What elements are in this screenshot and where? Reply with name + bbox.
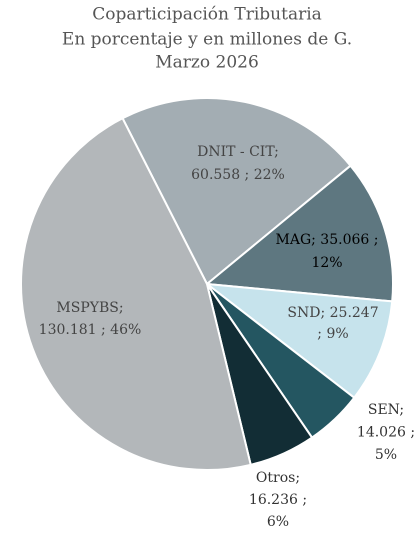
data-label: Otros; <box>256 470 300 486</box>
data-label: 60.558 ; 22% <box>191 167 285 183</box>
data-label: SEN; <box>368 402 404 418</box>
data-label: 5% <box>375 447 397 463</box>
chart-title: Coparticipación Tributaria <box>92 5 322 25</box>
pie-slice <box>204 164 394 303</box>
data-label: SND; 25.247 <box>287 305 378 321</box>
data-label: 14.026 ; <box>357 425 414 441</box>
chart-subtitle: Marzo 2026 <box>155 53 259 73</box>
data-label: MSPYBS; <box>56 300 123 316</box>
pie-slice <box>121 97 352 286</box>
data-label: DNIT - CIT; <box>197 144 279 160</box>
pie-slice <box>20 116 252 471</box>
data-label: 6% <box>267 514 289 530</box>
pie-slice <box>203 282 394 400</box>
data-label: 16.236 ; <box>249 492 307 508</box>
data-label: 130.181 ; 46% <box>39 322 142 338</box>
data-label: 12% <box>311 255 342 271</box>
data-label: ; 9% <box>317 326 348 342</box>
chart-subtitle: En porcentaje y en millones de G. <box>62 30 352 50</box>
data-label: MAG; 35.066 ; <box>276 232 379 248</box>
